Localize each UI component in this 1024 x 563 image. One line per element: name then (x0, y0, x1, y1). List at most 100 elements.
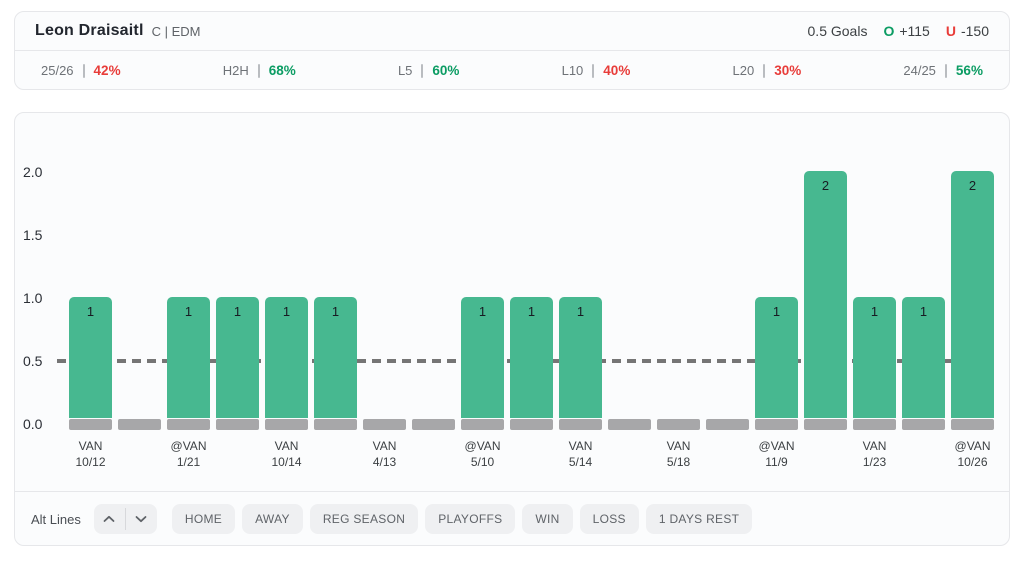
hit-rate-stats-row: 25/26 42% H2H 68% L5 60% L10 40% L20 30% 24/25 56% (15, 51, 1009, 90)
stat-label: L20 (732, 63, 755, 78)
bar-value-label: 1 (331, 304, 340, 319)
bar-value-label: 1 (282, 304, 291, 319)
stat-divider (944, 63, 947, 78)
alt-line-up-button[interactable] (94, 504, 125, 534)
x-axis-label (706, 438, 749, 470)
y-axis-tick: 0.0 (23, 416, 43, 432)
filter-button-1-days-rest[interactable]: 1 DAYS REST (645, 504, 753, 534)
under-letter: U (945, 23, 956, 39)
bar-value-label: 2 (968, 178, 977, 193)
filter-button-home[interactable]: HOME (171, 504, 236, 534)
baseline-stub (265, 419, 308, 430)
x-axis-label (118, 438, 161, 470)
game-bar-18[interactable]: 1 (902, 297, 945, 430)
x-axis-label: VAN 10/12 (75, 439, 106, 469)
filter-button-away[interactable]: AWAY (242, 504, 303, 534)
bar-value-label: 1 (478, 304, 487, 319)
bar-value-label: 1 (919, 304, 928, 319)
game-bar-17[interactable]: 1 (853, 297, 896, 430)
x-axis-label (510, 438, 553, 470)
stat-value: 60% (432, 63, 460, 78)
game-bar-7[interactable] (363, 419, 406, 430)
y-axis-tick: 1.5 (23, 227, 43, 243)
filter-button-loss[interactable]: LOSS (579, 504, 639, 534)
baseline-stub (363, 419, 406, 430)
game-bar-16[interactable]: 2 (804, 171, 847, 430)
game-bar-1[interactable]: 1 (69, 297, 112, 430)
baseline-stub (902, 419, 945, 430)
goals-bar-segment: 1 (853, 297, 896, 418)
goals-bar-segment: 1 (167, 297, 210, 418)
stat-item-l20[interactable]: L20 30% (732, 63, 801, 78)
stat-value: 42% (93, 63, 121, 78)
goals-bar-segment: 2 (951, 171, 994, 418)
x-axis-label: VAN 10/14 (271, 439, 302, 469)
chart-filter-row: Alt Lines HOME AWAY REG SEASON PLAYOFFS WIN L… (15, 491, 1009, 546)
stat-divider (421, 63, 424, 78)
under-odds: U -150 (946, 23, 989, 39)
stat-item-24-25[interactable]: 24/25 56% (903, 63, 983, 78)
game-bar-5[interactable]: 1 (265, 297, 308, 430)
x-axis-labels: VAN 10/12 @VAN 1/21 VAN 10/14 VAN 4/13 @VAN 5/10 V… (69, 438, 994, 470)
over-odds: O +115 (883, 23, 929, 39)
baseline-stub (853, 419, 896, 430)
over-letter: O (883, 23, 895, 39)
goals-bar-segment: 1 (902, 297, 945, 418)
x-axis-label: VAN 4/13 (372, 439, 397, 469)
goals-bar-segment: 1 (69, 297, 112, 418)
y-axis-tick: 0.5 (23, 353, 43, 369)
filter-buttons-group: HOME AWAY REG SEASON PLAYOFFS WIN LOSS 1 DAYS … (171, 504, 753, 534)
filter-button-reg-season[interactable]: REG SEASON (309, 504, 419, 534)
stat-label: L10 (561, 63, 584, 78)
game-bar-8[interactable] (412, 419, 455, 430)
baseline-stub (657, 419, 700, 430)
baseline-stub (755, 419, 798, 430)
game-bar-19[interactable]: 2 (951, 171, 994, 430)
player-name: Leon Draisaitl (35, 22, 144, 39)
player-header-card: Leon Draisaitl C | EDM 0.5 Goals O +115 … (14, 11, 1010, 90)
player-header-row: Leon Draisaitl C | EDM 0.5 Goals O +115 … (15, 12, 1009, 50)
chevron-up-icon (103, 515, 115, 522)
stat-item-l5[interactable]: L5 60% (398, 63, 460, 78)
game-bar-10[interactable]: 1 (510, 297, 553, 430)
goals-bar-segment: 2 (804, 171, 847, 418)
x-axis-label (412, 438, 455, 470)
bar-value-label: 1 (527, 304, 536, 319)
goals-bar-segment: 1 (755, 297, 798, 418)
game-bar-11[interactable]: 1 (559, 297, 602, 430)
game-bar-9[interactable]: 1 (461, 297, 504, 430)
stat-item-h2h[interactable]: H2H 68% (223, 63, 296, 78)
stat-label: 25/26 (41, 63, 74, 78)
stat-divider (82, 63, 85, 78)
game-bar-4[interactable]: 1 (216, 297, 259, 430)
stat-item-l10[interactable]: L10 40% (562, 63, 631, 78)
bar-value-label: 1 (772, 304, 781, 319)
stat-item-25-26[interactable]: 25/26 42% (41, 63, 121, 78)
game-bar-12[interactable] (608, 419, 651, 430)
filter-button-playoffs[interactable]: PLAYOFFS (425, 504, 516, 534)
stat-value: 30% (774, 63, 802, 78)
stat-label: 24/25 (903, 63, 936, 78)
alt-line-down-button[interactable] (126, 504, 157, 534)
game-bar-6[interactable]: 1 (314, 297, 357, 430)
baseline-stub (951, 419, 994, 430)
y-axis-tick: 2.0 (23, 164, 43, 180)
game-bar-3[interactable]: 1 (167, 297, 210, 430)
x-axis-label: VAN 5/14 (568, 439, 593, 469)
game-bar-14[interactable] (706, 419, 749, 430)
x-axis-label (314, 438, 357, 470)
stepper-divider (124, 508, 126, 530)
goals-bar-segment: 1 (314, 297, 357, 418)
y-axis-tick: 1.0 (23, 290, 43, 306)
game-bar-13[interactable] (657, 419, 700, 430)
bar-value-label: 1 (576, 304, 585, 319)
game-bar-2[interactable] (118, 419, 161, 430)
stat-value: 68% (268, 63, 296, 78)
stat-divider (763, 63, 766, 78)
x-axis-label (216, 438, 259, 470)
game-bar-15[interactable]: 1 (755, 297, 798, 430)
filter-button-win[interactable]: WIN (522, 504, 573, 534)
x-axis-label (902, 438, 945, 470)
player-position-team: C | EDM (151, 23, 201, 39)
